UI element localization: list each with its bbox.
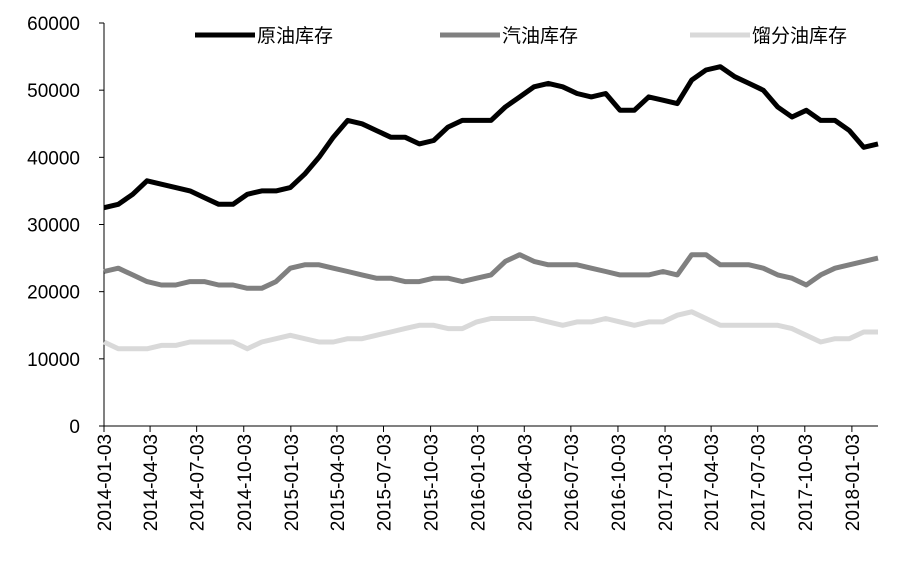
x-tick-label: 2015-10-03 (422, 434, 443, 531)
y-tick-label: 50000 (27, 81, 80, 102)
legend-label: 原油库存 (257, 25, 333, 47)
line-series (102, 309, 878, 352)
x-tick-label: 2015-01-03 (282, 434, 303, 531)
y-tick-label: 40000 (27, 148, 80, 169)
x-tick-label: 2016-04-03 (515, 434, 536, 531)
y-tick-label: 0 (69, 417, 80, 438)
x-tick-label: 2014-01-03 (95, 434, 116, 531)
x-tick-label: 2015-07-03 (375, 434, 396, 531)
x-tick-label: 2017-07-03 (749, 434, 770, 531)
y-tick-label: 20000 (27, 283, 80, 304)
x-tick-label: 2017-10-03 (796, 434, 817, 531)
x-tick-label: 2018-01-03 (843, 434, 864, 531)
x-tick-label: 2015-04-03 (328, 434, 349, 531)
legend-label: 汽油库存 (502, 25, 578, 47)
x-tick-label: 2014-07-03 (188, 434, 209, 531)
y-tick-label: 10000 (27, 350, 80, 371)
y-tick-label: 60000 (27, 14, 80, 35)
y-tick-label: 30000 (27, 216, 80, 237)
x-tick-label: 2017-01-03 (656, 434, 677, 531)
x-tick-label: 2014-04-03 (141, 434, 162, 531)
x-tick-label: 2014-10-03 (235, 434, 256, 531)
line-series (103, 64, 879, 211)
x-tick-label: 2016-07-03 (562, 434, 583, 531)
x-tick-label: 2016-01-03 (469, 434, 490, 531)
line-series (103, 252, 879, 291)
legend-label: 馏分油库存 (752, 25, 847, 47)
x-tick-label: 2017-04-03 (702, 434, 723, 531)
x-tick-label: 2016-10-03 (609, 434, 630, 531)
